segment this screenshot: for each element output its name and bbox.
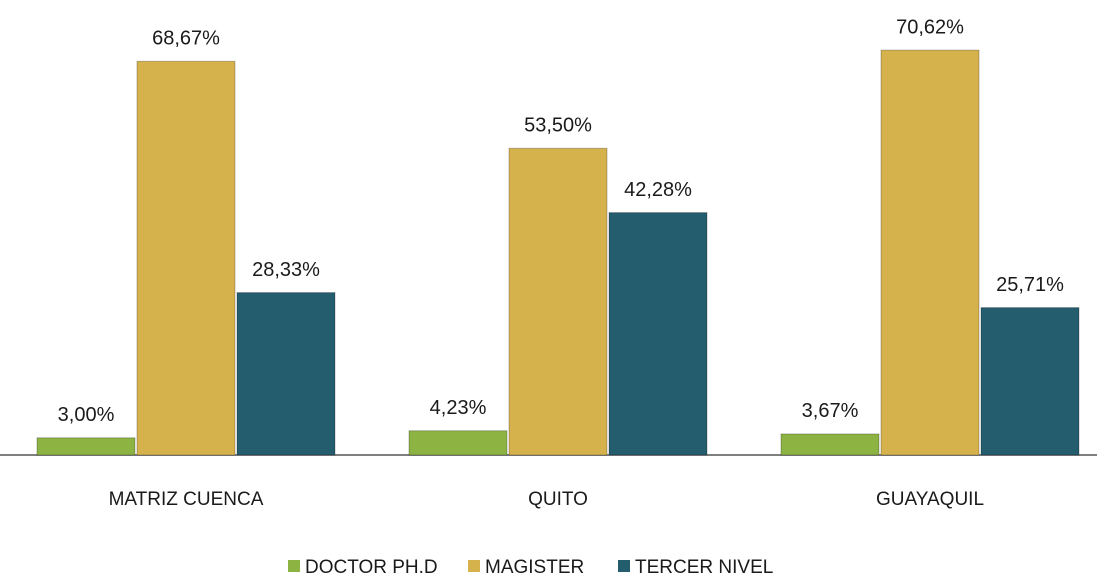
legend-swatch	[288, 560, 300, 572]
value-label: 25,71%	[996, 274, 1064, 296]
legend-label: DOCTOR PH.D	[305, 557, 438, 578]
value-label: 42,28%	[624, 179, 692, 201]
bar	[980, 307, 1080, 456]
legend-label: TERCER NIVEL	[635, 557, 773, 578]
bar	[608, 212, 708, 456]
bar	[136, 60, 236, 456]
bar	[780, 433, 880, 456]
value-label: 4,23%	[430, 397, 487, 419]
legend-swatch	[618, 560, 630, 572]
bar	[36, 437, 136, 456]
x-tick-label: MATRIZ CUENCA	[109, 489, 264, 510]
value-label: 3,00%	[58, 404, 115, 426]
bar	[236, 292, 336, 456]
value-label: 53,50%	[524, 115, 592, 137]
bar	[408, 430, 508, 456]
x-tick-label: QUITO	[528, 489, 588, 510]
value-label: 70,62%	[896, 16, 964, 38]
value-label: 28,33%	[252, 259, 320, 281]
bar	[508, 147, 608, 456]
value-label: 68,67%	[152, 28, 220, 50]
legend-label: MAGISTER	[485, 557, 584, 578]
x-tick-label: GUAYAQUIL	[876, 489, 984, 510]
value-label: 3,67%	[802, 400, 859, 422]
legend-swatch	[468, 560, 480, 572]
bar	[880, 49, 980, 456]
